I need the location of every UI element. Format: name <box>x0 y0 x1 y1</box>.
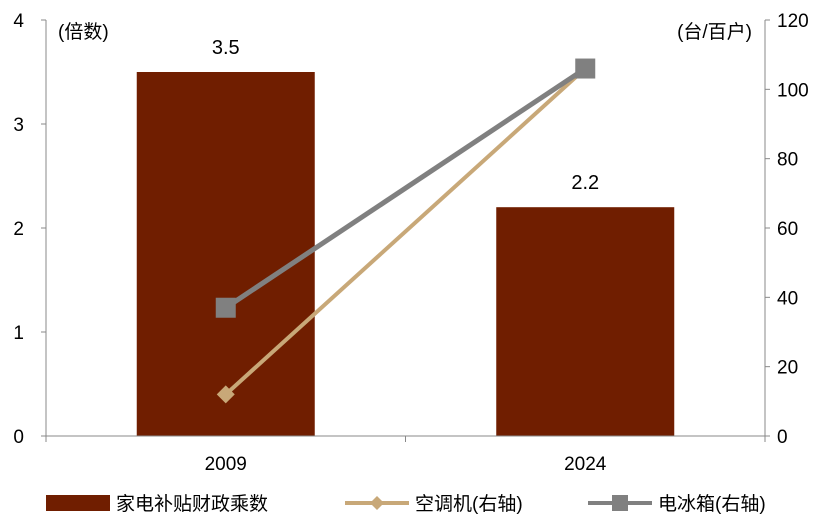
square-marker <box>575 58 596 79</box>
right-tick-label: 120 <box>777 11 809 32</box>
legend-label: 电冰箱(右轴) <box>658 493 766 515</box>
bar-2024 <box>496 207 675 436</box>
legend: 家电补贴财政乘数 空调机(右轴) 电冰箱(右轴) <box>46 493 766 515</box>
legend-label: 空调机(右轴) <box>415 493 523 515</box>
legend-label: 家电补贴财政乘数 <box>116 493 268 515</box>
right-tick-label: 100 <box>777 80 809 101</box>
right-tick-label: 20 <box>777 358 798 379</box>
series-line <box>224 67 587 396</box>
left-tick-label: 3 <box>13 115 24 136</box>
left-tick-label: 0 <box>13 427 24 448</box>
legend-diamond-marker <box>370 496 384 510</box>
legend-square-marker <box>612 495 628 511</box>
left-axis-unit: (倍数) <box>58 21 109 43</box>
left-tick-label: 4 <box>13 11 24 32</box>
x-tick-label: 2009 <box>205 454 247 475</box>
bar-data-label: 2.2 <box>571 172 599 194</box>
square-marker <box>215 297 236 318</box>
right-tick-label: 0 <box>777 427 788 448</box>
series-line <box>224 66 587 310</box>
x-tick-label: 2024 <box>564 454 607 475</box>
bar-data-label: 3.5 <box>212 37 240 59</box>
right-axis-unit: (台/百户) <box>677 21 752 43</box>
bar-2009 <box>136 72 315 436</box>
right-tick-label: 80 <box>777 150 798 171</box>
diamond-marker <box>216 385 235 404</box>
left-tick-label: 1 <box>13 323 24 344</box>
legend-swatch-bar <box>46 495 110 511</box>
right-tick-label: 60 <box>777 219 798 240</box>
right-tick-label: 40 <box>777 288 798 309</box>
left-tick-label: 2 <box>13 219 24 240</box>
